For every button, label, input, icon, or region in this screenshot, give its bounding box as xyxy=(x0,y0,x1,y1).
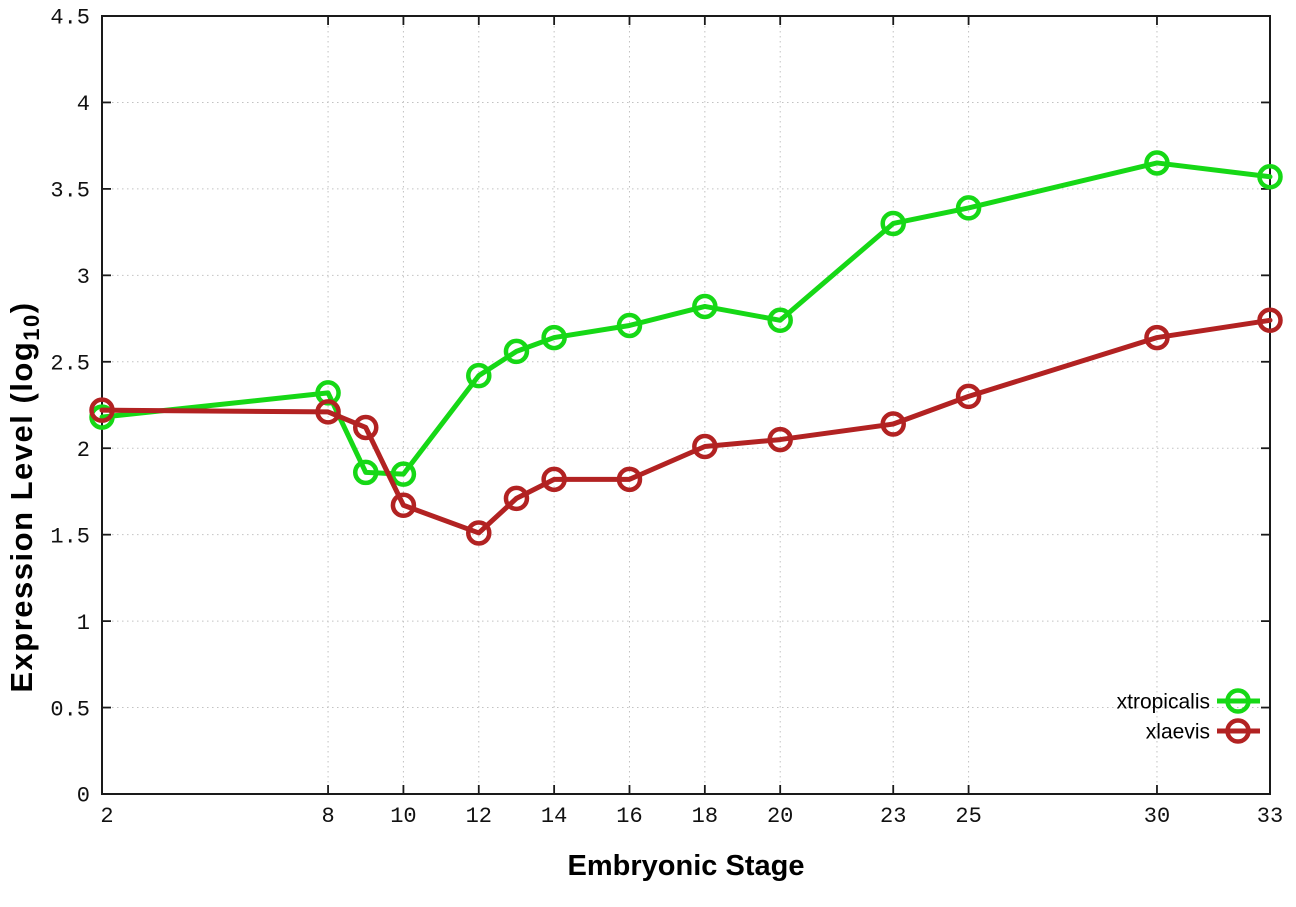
y-tick-label: 1 xyxy=(77,611,90,636)
legend-label-xtropicalis: xtropicalis xyxy=(1117,690,1210,713)
series-xtropicalis xyxy=(89,150,1283,487)
y-tick-labels: 0 0.5 1 1.5 2 2.5 3 3.5 4 4.5 xyxy=(50,6,90,809)
data-point-xtropicalis-stage-20 xyxy=(767,307,793,334)
data-point-xlaevis-stage-9 xyxy=(352,414,379,441)
x-tick-label: 20 xyxy=(767,804,793,829)
data-point-xlaevis-stage-25 xyxy=(955,383,982,410)
data-point-xtropicalis-stage-13 xyxy=(503,338,530,365)
data-point-xlaevis-stage-30 xyxy=(1144,324,1170,351)
x-tick-label: 14 xyxy=(541,804,567,829)
x-axis-title: Embryonic Stage xyxy=(568,850,805,882)
y-tick-label: 0.5 xyxy=(50,697,90,722)
y-title-subscript: 10 xyxy=(19,313,44,340)
x-tick-label: 8 xyxy=(321,804,334,829)
y-title-main: Expression Level (log xyxy=(4,341,39,693)
y-tick-label: 1.5 xyxy=(50,524,90,549)
data-point-xlaevis-stage-8 xyxy=(315,399,341,425)
y-tick-label: 3 xyxy=(77,265,90,290)
data-point-xtropicalis-stage-23 xyxy=(880,210,906,237)
x-tick-labels: 2 8 10 12 14 16 18 20 23 25 30 33 xyxy=(100,804,1283,829)
data-point-xtropicalis-stage-14 xyxy=(541,324,567,351)
y-tick-label: 0 xyxy=(77,784,90,809)
plot-border-box xyxy=(101,15,1271,795)
data-point-xtropicalis-stage-25 xyxy=(955,195,982,221)
series-xlaevis xyxy=(89,307,1283,546)
x-tick-label: 12 xyxy=(466,804,492,829)
x-tick-label: 30 xyxy=(1144,804,1170,829)
data-point-xlaevis-stage-23 xyxy=(880,411,906,437)
gridlines xyxy=(102,16,1270,794)
series-line-xtropicalis xyxy=(99,160,1273,477)
y-title-close: ) xyxy=(4,301,39,313)
x-tick-label: 33 xyxy=(1257,804,1283,829)
y-tick-label: 4.5 xyxy=(50,6,90,31)
legend-label-xlaevis: xlaevis xyxy=(1146,720,1210,743)
data-point-xtropicalis-stage-18 xyxy=(692,293,718,320)
data-point-xlaevis-stage-13 xyxy=(503,485,530,512)
data-point-xlaevis-stage-14 xyxy=(541,466,567,493)
legend-marker-xlaevis xyxy=(1225,718,1251,744)
legend: xtropicalis xlaevis xyxy=(1117,688,1260,744)
y-tick-label: 4 xyxy=(77,92,90,117)
data-point-xlaevis-stage-16 xyxy=(616,466,643,493)
data-point-xlaevis-stage-33 xyxy=(1257,307,1283,334)
x-tick-label: 23 xyxy=(880,804,906,829)
data-point-xtropicalis-stage-12 xyxy=(466,362,492,389)
data-point-xlaevis-stage-18 xyxy=(692,433,718,460)
data-point-xtropicalis-stage-10 xyxy=(390,461,417,487)
x-tick-label: 18 xyxy=(692,804,718,829)
legend-marker-xtropicalis xyxy=(1225,688,1251,714)
y-axis-title: Expression Level (log10) xyxy=(4,301,44,692)
plot-border xyxy=(101,15,1271,795)
x-tick-label: 16 xyxy=(616,804,642,829)
data-point-xtropicalis-stage-30 xyxy=(1144,150,1170,176)
data-point-xtropicalis-stage-33 xyxy=(1257,164,1283,190)
x-tick-label: 25 xyxy=(955,804,981,829)
series-line-xlaevis xyxy=(99,317,1273,536)
y-tick-label: 2.5 xyxy=(50,351,90,376)
data-point-xtropicalis-stage-9 xyxy=(352,459,379,486)
data-series xyxy=(89,150,1283,546)
y-tick-label: 2 xyxy=(77,438,90,463)
y-tick-label: 3.5 xyxy=(50,179,90,204)
x-tick-label: 2 xyxy=(100,804,113,829)
data-point-xlaevis-stage-12 xyxy=(466,520,492,546)
data-point-xlaevis-stage-10 xyxy=(390,492,417,519)
x-tick-label: 10 xyxy=(390,804,416,829)
axis-ticks xyxy=(101,15,1271,795)
data-point-xlaevis-stage-20 xyxy=(767,426,793,453)
data-point-xlaevis-stage-2 xyxy=(89,397,115,423)
data-point-xtropicalis-stage-16 xyxy=(616,312,643,339)
